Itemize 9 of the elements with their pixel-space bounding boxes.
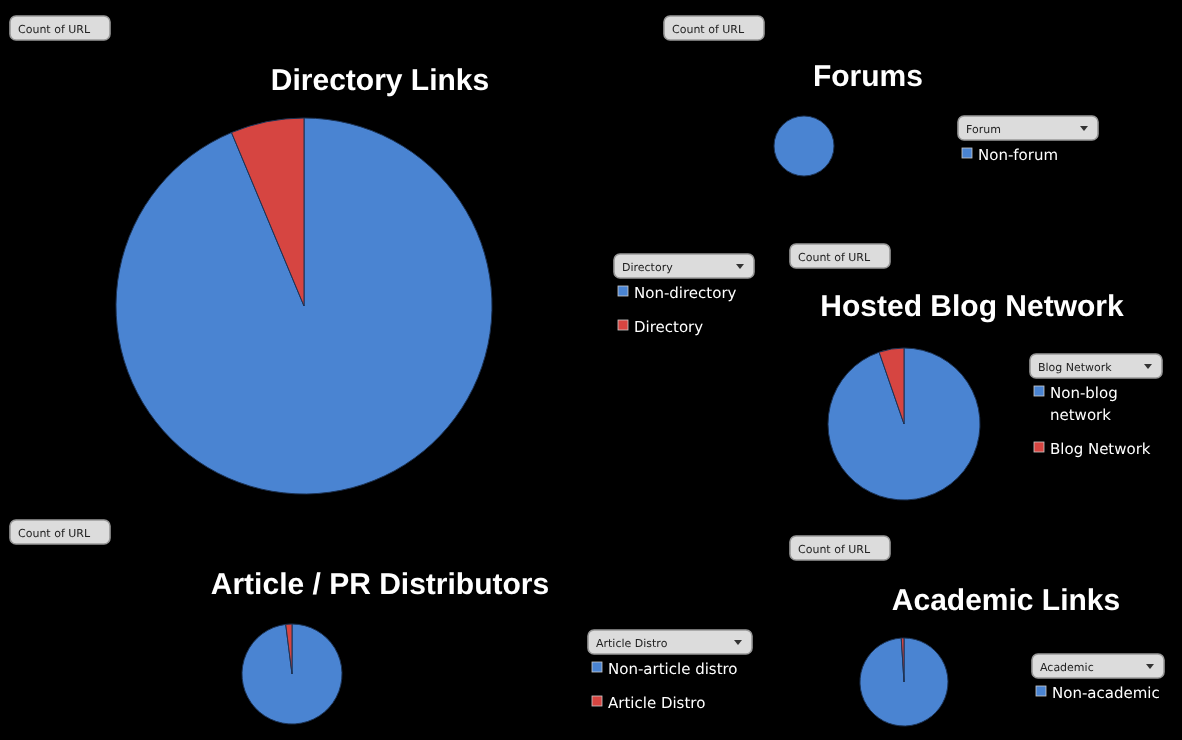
pie-slice [241,623,343,725]
pie-slice [859,637,949,727]
chart-title: Academic Links [891,584,1121,618]
chart-title: Forums [812,60,924,94]
chart-title: Article / PR Distributors [210,568,550,602]
pie-slice [115,117,493,495]
pie-slice [827,347,981,501]
chart-title: Hosted Blog Network [820,290,1125,324]
chart-title: Directory Links [270,64,490,98]
